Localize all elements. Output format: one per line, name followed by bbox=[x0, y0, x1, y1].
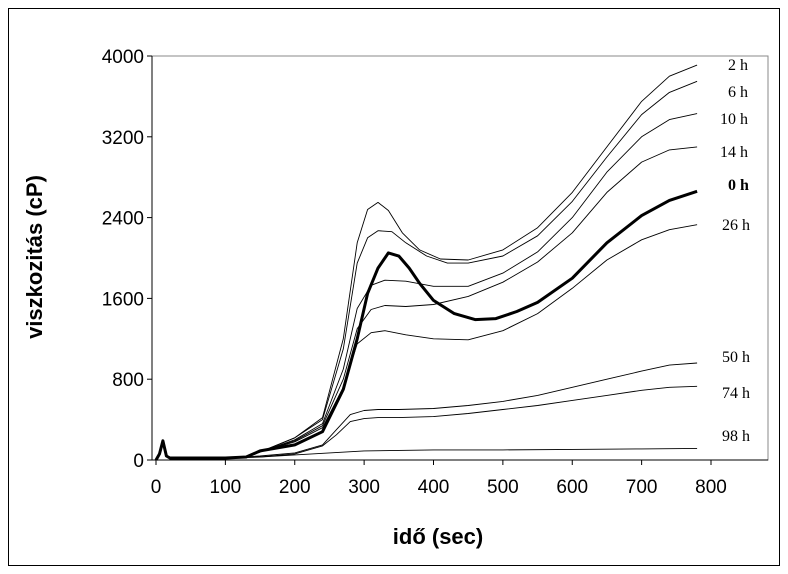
x-tick-label: 500 bbox=[487, 477, 519, 498]
y-tick-label: 1600 bbox=[102, 289, 144, 310]
y-tick-label: 0 bbox=[133, 451, 144, 472]
series-label-0h: 0 h bbox=[728, 177, 749, 194]
x-tick-label: 100 bbox=[210, 477, 242, 498]
y-tick-label: 800 bbox=[112, 370, 144, 391]
series-line-6h bbox=[155, 80, 698, 461]
series-label-14h: 14 h bbox=[720, 144, 748, 161]
series-labels: 2 h 6 h 10 h 14 h 0 h 26 h 50 h 74 h 98 h bbox=[720, 57, 750, 445]
x-tick-label: 0 bbox=[151, 477, 162, 498]
series-label-26h: 26 h bbox=[722, 217, 750, 234]
series-label-74h: 74 h bbox=[722, 385, 750, 402]
series-label-6h: 6 h bbox=[728, 84, 748, 101]
series-label-10h: 10 h bbox=[720, 111, 748, 128]
series-line-50h bbox=[155, 362, 698, 461]
series-line-10h bbox=[155, 113, 698, 461]
x-tick-label: 700 bbox=[626, 477, 658, 498]
series-line-0h bbox=[154, 189, 698, 461]
x-tick-label: 600 bbox=[556, 477, 588, 498]
series-line-14h bbox=[155, 146, 698, 461]
x-tick-label: 200 bbox=[279, 477, 311, 498]
series-label-98h: 98 h bbox=[722, 428, 750, 445]
x-tick-label: 400 bbox=[418, 477, 450, 498]
series-line-2h bbox=[155, 64, 698, 461]
plot-border bbox=[151, 55, 769, 461]
y-tick-label: 4000 bbox=[102, 47, 144, 68]
y-tick-label: 2400 bbox=[102, 209, 144, 230]
x-tick-label: 300 bbox=[348, 477, 380, 498]
y-axis-title: viszkozitás (cP) bbox=[22, 175, 47, 339]
chart-frame bbox=[8, 8, 780, 566]
y-tick-label: 3200 bbox=[102, 128, 144, 149]
series-layer bbox=[154, 64, 698, 461]
axes: 0 800 1600 2400 3200 4000 0 100 200 300 400 500 600 7… bbox=[102, 47, 768, 498]
x-tick-label: 800 bbox=[695, 477, 727, 498]
series-label-50h: 50 h bbox=[722, 349, 750, 366]
series-line-98h bbox=[155, 440, 698, 461]
x-axis-title: idő (sec) bbox=[393, 524, 483, 549]
series-label-2h: 2 h bbox=[728, 57, 748, 74]
series-line-26h bbox=[155, 224, 698, 461]
plot-area bbox=[151, 55, 769, 461]
